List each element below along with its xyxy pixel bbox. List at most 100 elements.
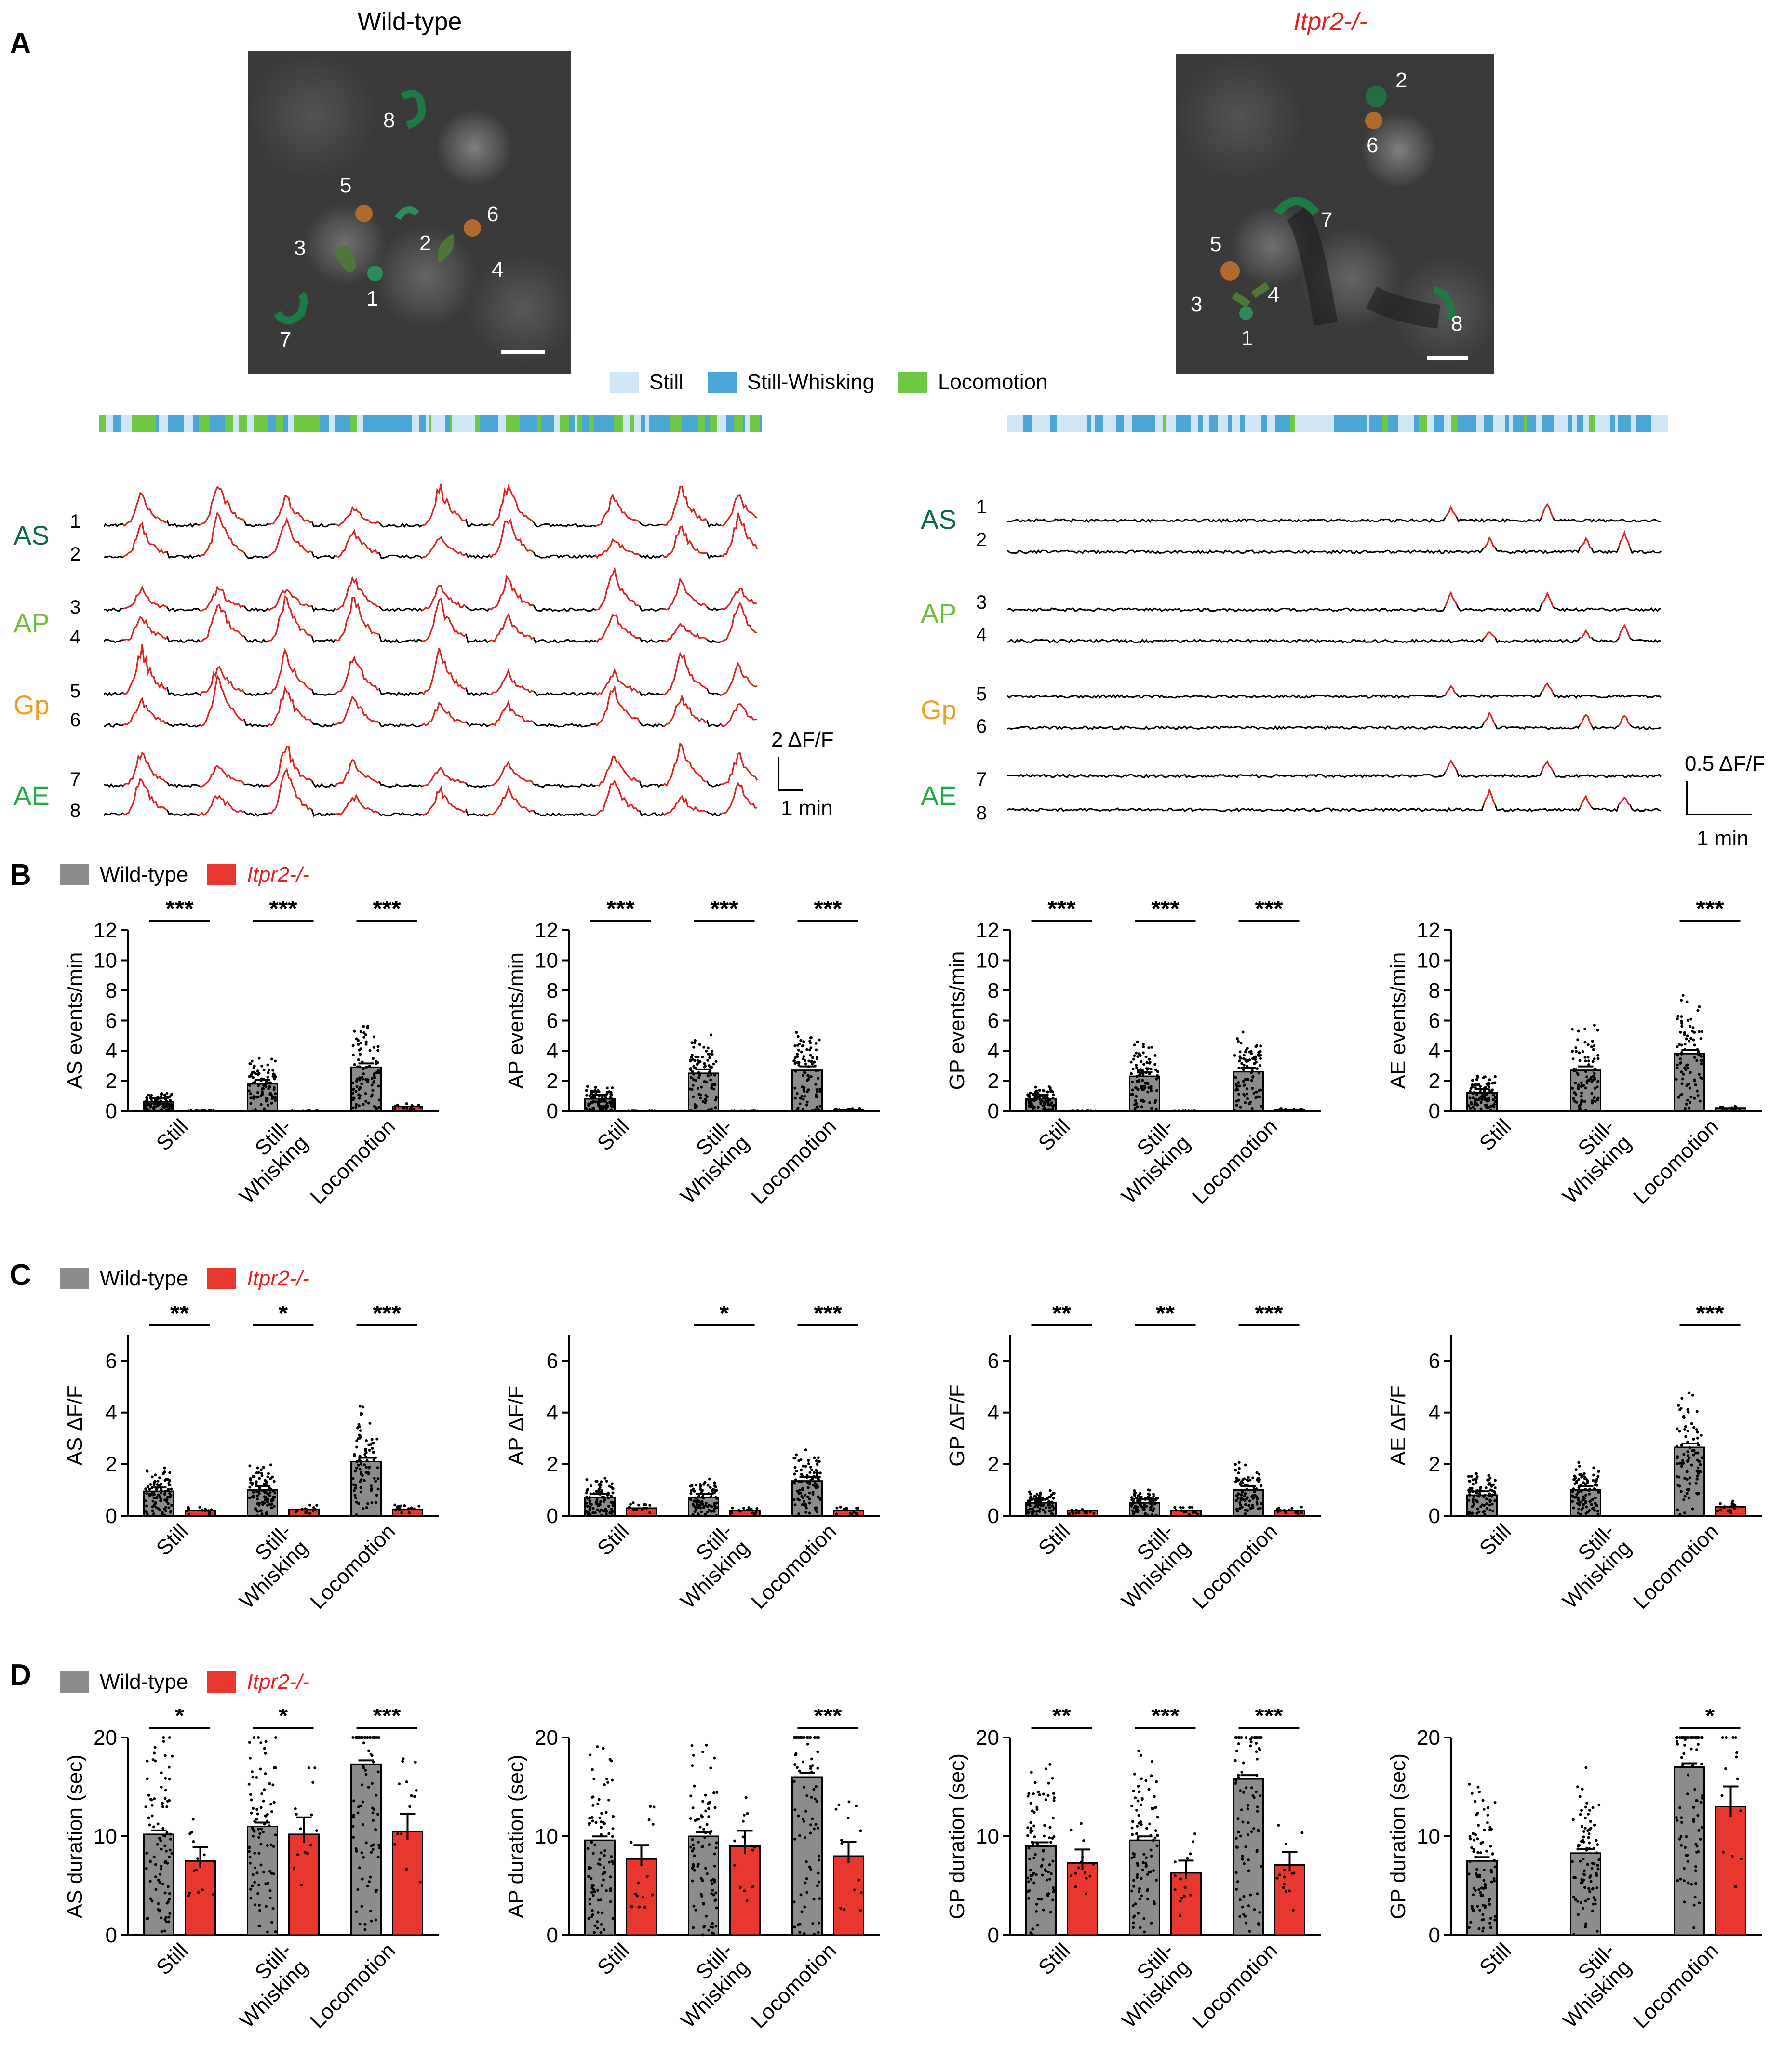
- dot-wildtype: [248, 1485, 252, 1489]
- state-segment: [1316, 415, 1324, 432]
- dot-wildtype: [691, 1070, 694, 1073]
- dot-wildtype: [1255, 1774, 1259, 1777]
- dot-wildtype: [1141, 1079, 1144, 1082]
- dot-wildtype: [1685, 1103, 1688, 1106]
- dot-wildtype: [259, 1767, 262, 1771]
- dot-itpr2: [405, 1868, 408, 1871]
- dot-wildtype: [1237, 1776, 1240, 1779]
- dot-itpr2: [1300, 1108, 1303, 1111]
- dot-wildtype: [1134, 1796, 1137, 1800]
- dot-wildtype: [585, 1511, 588, 1514]
- dot-wildtype: [1151, 1509, 1154, 1512]
- dot-wildtype: [801, 1044, 804, 1048]
- dot-wildtype: [1053, 1796, 1056, 1799]
- dot-wildtype: [154, 1875, 158, 1879]
- state-segment: [1295, 415, 1297, 432]
- locomotion-swatch: [898, 372, 927, 393]
- state-segment: [1554, 415, 1563, 432]
- dot-wildtype: [259, 1741, 263, 1745]
- dot-wildtype: [590, 1092, 593, 1096]
- dot-itpr2: [637, 1503, 641, 1507]
- dot-wildtype: [1135, 1066, 1139, 1069]
- dot-wildtype: [253, 1881, 256, 1884]
- dot-wildtype: [817, 1921, 820, 1925]
- state-segment: [614, 415, 623, 432]
- dot-wildtype: [1685, 1492, 1689, 1495]
- dot-wildtype: [586, 1085, 589, 1088]
- dot-wildtype: [1675, 1816, 1678, 1819]
- dot-wildtype: [689, 1087, 692, 1091]
- dot-wildtype: [1252, 1796, 1256, 1799]
- dot-wildtype: [794, 1752, 798, 1755]
- dot-wildtype: [1688, 1106, 1691, 1110]
- state-segment: [215, 415, 225, 432]
- dot-wildtype: [611, 1835, 614, 1838]
- dot-wildtype: [1254, 1790, 1258, 1793]
- state-segment: [210, 415, 215, 432]
- dot-wildtype: [694, 1497, 697, 1500]
- dot-wildtype: [1684, 1435, 1688, 1438]
- dot-wildtype: [601, 1872, 604, 1876]
- dot-wildtype: [1488, 1503, 1491, 1507]
- state-segment: [1405, 415, 1414, 432]
- dot-wildtype: [1148, 1101, 1152, 1104]
- trace-event: [122, 644, 168, 695]
- dot-wildtype: [610, 1855, 613, 1858]
- dot-wildtype: [1142, 1917, 1146, 1920]
- dot-wildtype: [375, 1437, 379, 1441]
- dot-wildtype: [603, 1822, 606, 1825]
- dot-wildtype: [1131, 1833, 1134, 1836]
- dot-wildtype: [607, 1860, 611, 1864]
- dot-wildtype: [1046, 1871, 1050, 1874]
- dot-wildtype: [698, 1073, 701, 1077]
- dot-wildtype: [1676, 1017, 1679, 1021]
- dot-wildtype: [1035, 1096, 1039, 1099]
- category-label-line: Locomotion: [747, 1519, 841, 1614]
- panel-letter-c: C: [10, 1258, 31, 1292]
- dot-wildtype: [372, 1458, 375, 1461]
- state-segment: [1163, 415, 1166, 432]
- state-segment: [1124, 415, 1132, 432]
- dot-wildtype: [1572, 1933, 1576, 1936]
- dot-itpr2: [746, 1109, 749, 1112]
- dot-wildtype: [1574, 1876, 1577, 1879]
- y-axis-label: AP events/min: [504, 952, 528, 1089]
- dot-wildtype: [815, 1510, 818, 1513]
- state-segment: [445, 415, 450, 432]
- dot-wildtype: [371, 1736, 374, 1739]
- dot-wildtype: [796, 1053, 799, 1056]
- dot-wildtype: [269, 1843, 273, 1846]
- trace-event: [122, 751, 168, 787]
- state-segment: [582, 415, 589, 432]
- dot-wildtype: [1489, 1917, 1492, 1920]
- dot-itpr2: [858, 1909, 862, 1912]
- dot-wildtype: [1487, 1494, 1490, 1497]
- dot-wildtype: [715, 1514, 718, 1517]
- dot-wildtype: [1694, 1451, 1697, 1455]
- dot-wildtype: [590, 1090, 593, 1093]
- dot-wildtype: [1052, 1497, 1055, 1500]
- dot-wildtype: [696, 1506, 699, 1509]
- dot-wildtype: [166, 1861, 169, 1865]
- dot-wildtype: [1052, 1889, 1056, 1892]
- dot-wildtype: [1686, 1450, 1689, 1454]
- dot-wildtype: [1685, 1000, 1689, 1003]
- dot-wildtype: [263, 1491, 267, 1494]
- dot-itpr2: [407, 1511, 411, 1514]
- dot-wildtype: [1048, 1877, 1052, 1881]
- dot-wildtype: [1484, 1886, 1487, 1890]
- dot-wildtype: [1471, 1091, 1475, 1095]
- dot-wildtype: [795, 1766, 799, 1769]
- dot-wildtype: [1042, 1089, 1046, 1093]
- dot-wildtype: [698, 1060, 702, 1063]
- bar-wildtype: [688, 1835, 719, 1936]
- y-tick-label: 8: [547, 979, 558, 1003]
- dot-wildtype: [1695, 1748, 1698, 1751]
- dot-wildtype: [1035, 1902, 1038, 1906]
- dot-wildtype: [805, 1079, 809, 1082]
- dot-wildtype: [1151, 1760, 1154, 1763]
- dot-wildtype: [1029, 1091, 1032, 1095]
- category-label: Locomotion: [306, 1114, 400, 1209]
- category-label-line: Locomotion: [306, 1938, 400, 2033]
